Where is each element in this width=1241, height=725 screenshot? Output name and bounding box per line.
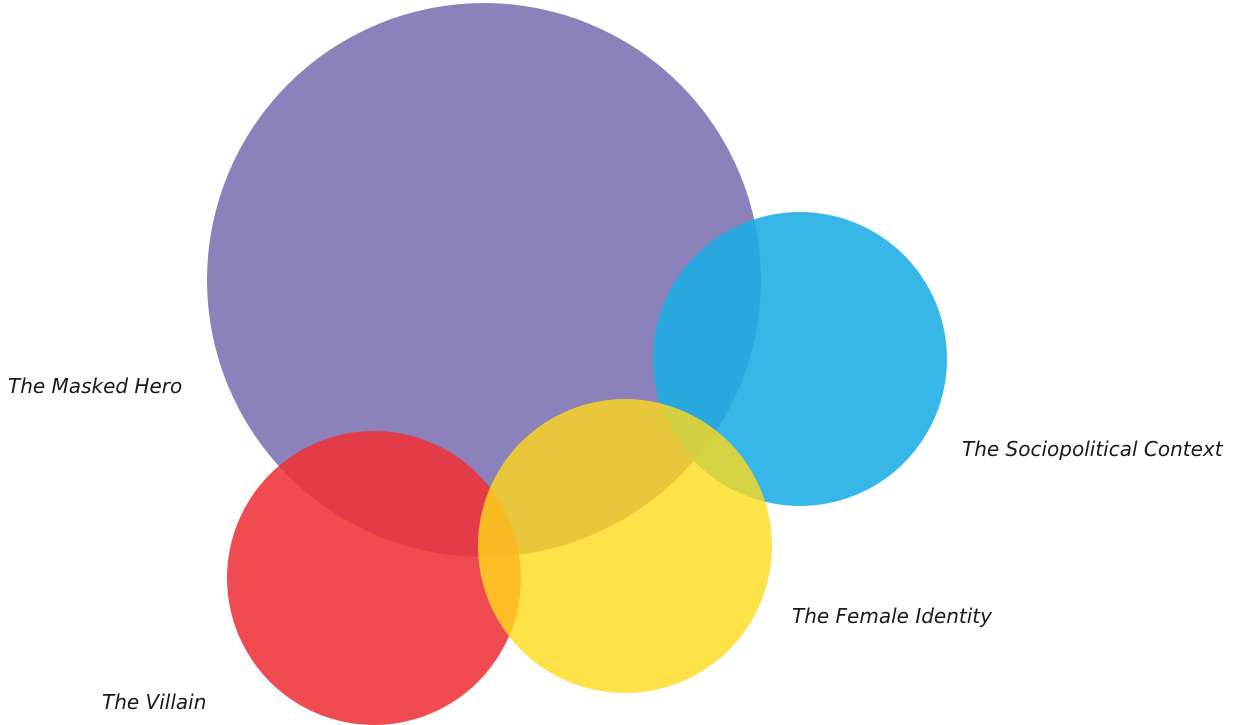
female-identity-circle bbox=[478, 399, 772, 693]
sociopolitical-context-label: The Sociopolitical Context bbox=[962, 437, 1223, 461]
sociopolitical-context-circle bbox=[653, 212, 947, 506]
villain-circle bbox=[227, 431, 521, 725]
villain-label: The Villain bbox=[102, 690, 207, 714]
masked-hero-label: The Masked Hero bbox=[8, 374, 183, 398]
female-identity-label: The Female Identity bbox=[792, 604, 992, 628]
